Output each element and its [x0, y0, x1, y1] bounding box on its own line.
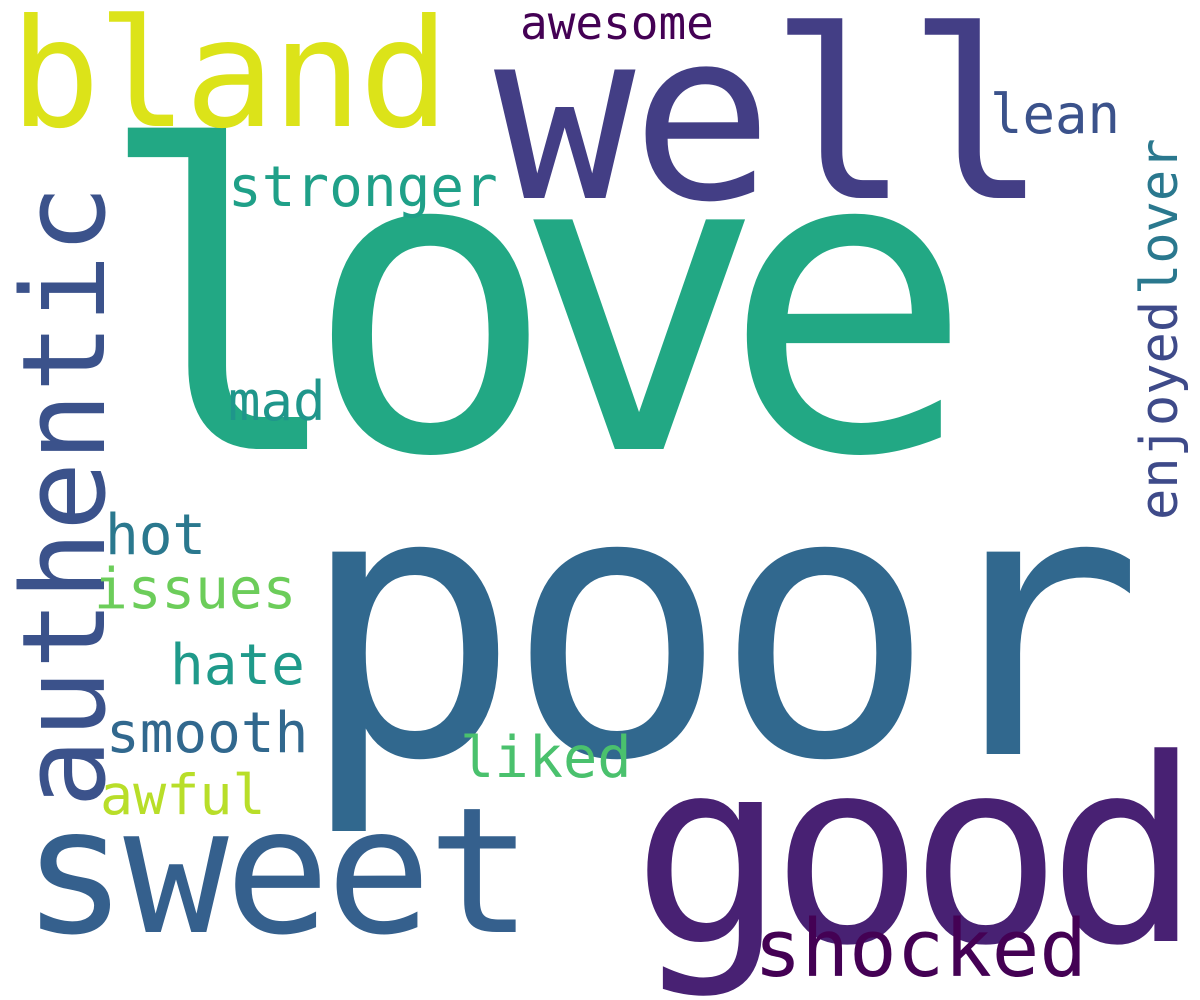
word-stronger: stronger — [228, 155, 498, 220]
word-lean: lean — [990, 83, 1121, 146]
word-issues: issues — [94, 557, 297, 622]
word-well: well — [494, 0, 1048, 254]
word-enjoyed: enjoyed — [1130, 300, 1190, 520]
word-mad: mad — [228, 370, 326, 433]
word-love: love — [95, 60, 974, 549]
word-hate: hate — [170, 633, 305, 698]
word-hot: hot — [105, 503, 207, 568]
word-sweet: sweet — [22, 771, 533, 974]
word-poor: poor — [298, 412, 1144, 842]
word-lover: lover — [1130, 138, 1190, 295]
word-smooth: smooth — [106, 701, 309, 766]
word-awful: awful — [100, 763, 266, 827]
word-shocked: shocked — [754, 903, 1087, 995]
word-liked: liked — [460, 725, 632, 791]
word-good: good — [632, 705, 1200, 1000]
word-bland: bland — [10, 0, 450, 162]
word-awesome: awesome — [520, 0, 714, 50]
